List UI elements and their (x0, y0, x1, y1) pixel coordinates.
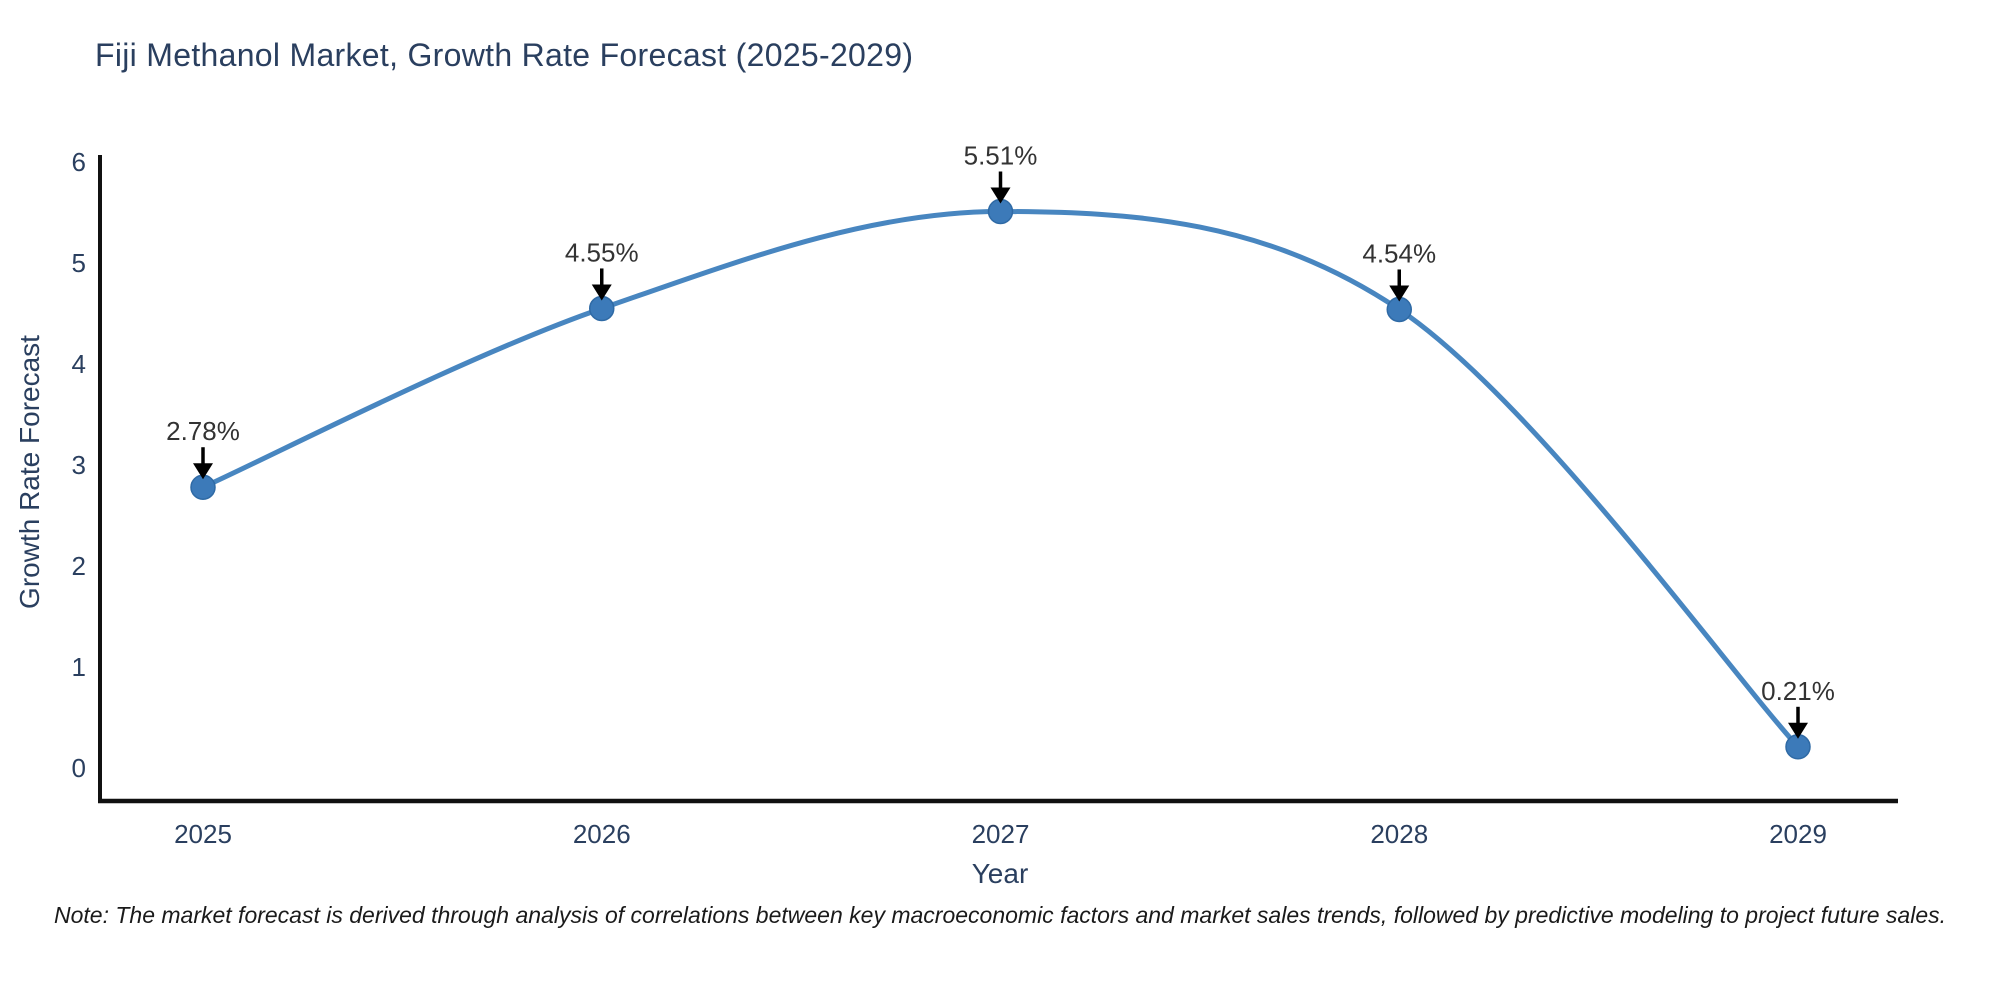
y-tick-label-5: 5 (72, 248, 86, 278)
y-tick-label-2: 2 (72, 551, 86, 581)
annotation-label-2028: 4.54% (1362, 238, 1436, 268)
footnote: Note: The market forecast is derived thr… (53, 902, 1947, 928)
x-tick-label-2028: 2028 (1370, 819, 1428, 849)
y-tick-label-4: 4 (72, 349, 86, 379)
annotation-label-2029: 0.21% (1761, 676, 1835, 706)
annotation-label-2025: 2.78% (166, 416, 240, 446)
chart-title: Fiji Methanol Market, Growth Rate Foreca… (95, 37, 914, 73)
x-tick-label-2025: 2025 (174, 819, 232, 849)
x-axis-title: Year (971, 858, 1029, 889)
y-tick-label-0: 0 (72, 753, 86, 783)
annotation-arrow-head-2028 (1389, 285, 1410, 302)
annotation-label-2026: 4.55% (565, 237, 639, 267)
x-tick-label-2027: 2027 (972, 819, 1030, 849)
annotation-arrow-head-2026 (591, 284, 612, 301)
y-tick-label-6: 6 (72, 147, 86, 177)
annotation-label-2027: 5.51% (964, 140, 1038, 170)
annotation-arrow-head-2027 (990, 187, 1011, 204)
x-tick-label-2029: 2029 (1769, 819, 1827, 849)
forecast-line (200, 208, 1801, 750)
y-tick-label-1: 1 (72, 652, 86, 682)
annotation-arrow-head-2025 (193, 463, 213, 480)
y-tick-label-3: 3 (72, 450, 86, 480)
annotation-arrow-head-2029 (1788, 722, 1808, 739)
x-tick-label-2026: 2026 (573, 819, 631, 849)
